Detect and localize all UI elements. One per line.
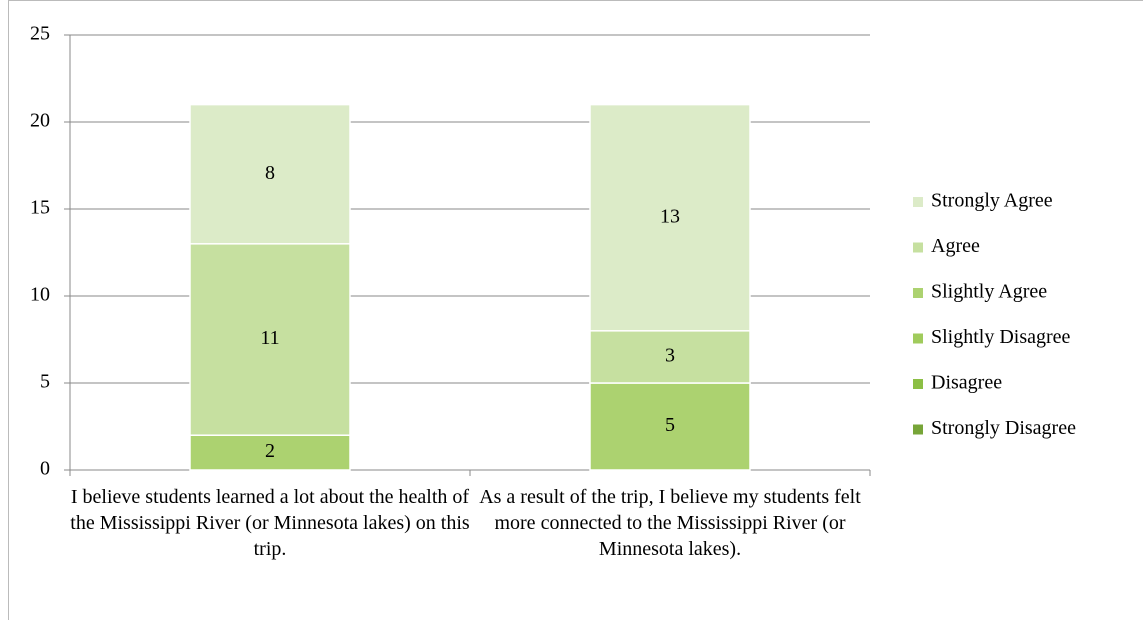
bar-segment [189, 243, 351, 436]
legend-label: Strongly Agree [931, 190, 1053, 212]
data-label: 5 [665, 414, 675, 436]
x-tick-label: As a result of the trip, I believe my st… [479, 486, 861, 560]
legend-label: Slightly Disagree [931, 326, 1071, 348]
bar-segment [589, 103, 751, 332]
legend-label: Disagree [931, 372, 1002, 394]
legend-label: Agree [931, 235, 980, 257]
x-tick-label: I believe students learned a lot about t… [70, 486, 470, 560]
y-tick-label: 15 [30, 197, 50, 219]
data-label: 13 [660, 205, 680, 227]
data-label: 2 [265, 440, 275, 462]
bar-segment [189, 103, 351, 245]
legend-swatch [913, 197, 923, 207]
bar-segment [589, 382, 751, 471]
legend-swatch [913, 288, 923, 298]
y-tick-label: 10 [30, 284, 50, 306]
legend-label: Strongly Disagree [931, 417, 1076, 439]
legend-swatch [913, 424, 923, 435]
y-tick-label: 5 [40, 371, 50, 393]
legend-label: Slightly Agree [931, 281, 1047, 303]
legend-swatch [913, 379, 923, 389]
bar-segment [589, 330, 751, 384]
y-tick-label: 20 [30, 110, 50, 132]
y-tick-label: 0 [40, 458, 50, 480]
data-label: 8 [265, 162, 275, 184]
legend-swatch [913, 242, 923, 253]
y-tick-label: 25 [30, 23, 50, 45]
legend-swatch [913, 333, 923, 344]
data-label: 11 [260, 327, 279, 349]
data-label: 3 [665, 344, 675, 366]
chart-border [8, 0, 1143, 620]
